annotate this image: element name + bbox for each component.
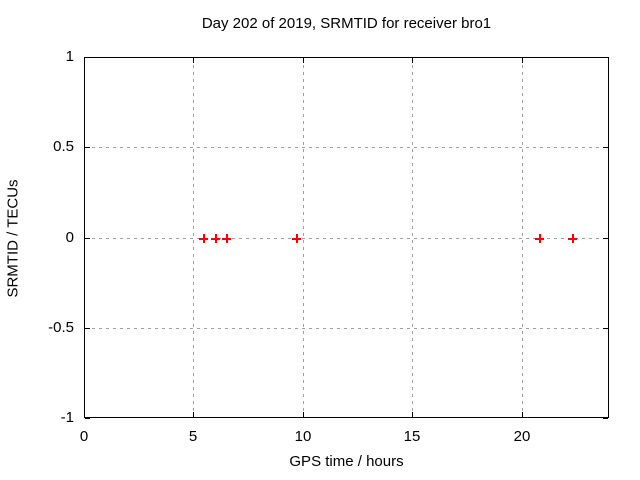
y-tick-label: 1 <box>65 48 74 65</box>
x-axis-label: GPS time / hours <box>289 453 404 470</box>
y-tick-mark <box>85 418 90 419</box>
y-tick-mark <box>85 57 90 58</box>
data-point-marker <box>535 234 544 243</box>
x-tick-mark <box>522 412 523 417</box>
x-tick-mark <box>303 412 304 417</box>
x-tick-mark <box>84 58 85 63</box>
data-point-marker <box>199 234 208 243</box>
y-tick-label: 0.5 <box>53 138 74 155</box>
y-tick-mark <box>85 328 90 329</box>
x-tick-mark <box>412 58 413 63</box>
y-tick-label: -1 <box>60 409 74 426</box>
y-tick-mark <box>85 147 90 148</box>
x-tick-label: 15 <box>403 428 421 445</box>
x-tick-mark <box>193 412 194 417</box>
vertical-gridline <box>303 58 304 417</box>
x-tick-mark <box>193 58 194 63</box>
y-tick-mark <box>603 328 608 329</box>
horizontal-gridline <box>85 147 608 148</box>
y-tick-mark <box>603 238 608 239</box>
y-tick-mark <box>85 238 90 239</box>
chart-title: Day 202 of 2019, SRMTID for receiver bro… <box>201 15 492 32</box>
data-point-marker <box>292 234 301 243</box>
data-point-marker <box>211 234 220 243</box>
vertical-gridline <box>412 58 413 417</box>
data-point-marker <box>222 234 231 243</box>
x-tick-mark <box>303 58 304 63</box>
vertical-gridline <box>193 58 194 417</box>
x-tick-mark <box>522 58 523 63</box>
y-tick-mark <box>603 418 608 419</box>
x-tick-label: 20 <box>513 428 531 445</box>
x-tick-mark <box>84 412 85 417</box>
x-tick-mark <box>412 412 413 417</box>
y-tick-mark <box>603 57 608 58</box>
x-tick-label: 10 <box>294 428 312 445</box>
horizontal-gridline <box>85 238 608 239</box>
vertical-gridline <box>522 58 523 417</box>
plot-area <box>84 57 609 419</box>
horizontal-gridline <box>85 328 608 329</box>
x-tick-label: 0 <box>79 428 89 445</box>
data-point-marker <box>568 234 577 243</box>
y-tick-label: -0.5 <box>48 319 74 336</box>
y-tick-label: 0 <box>65 229 74 246</box>
x-tick-label: 5 <box>188 428 198 445</box>
y-tick-mark <box>603 147 608 148</box>
